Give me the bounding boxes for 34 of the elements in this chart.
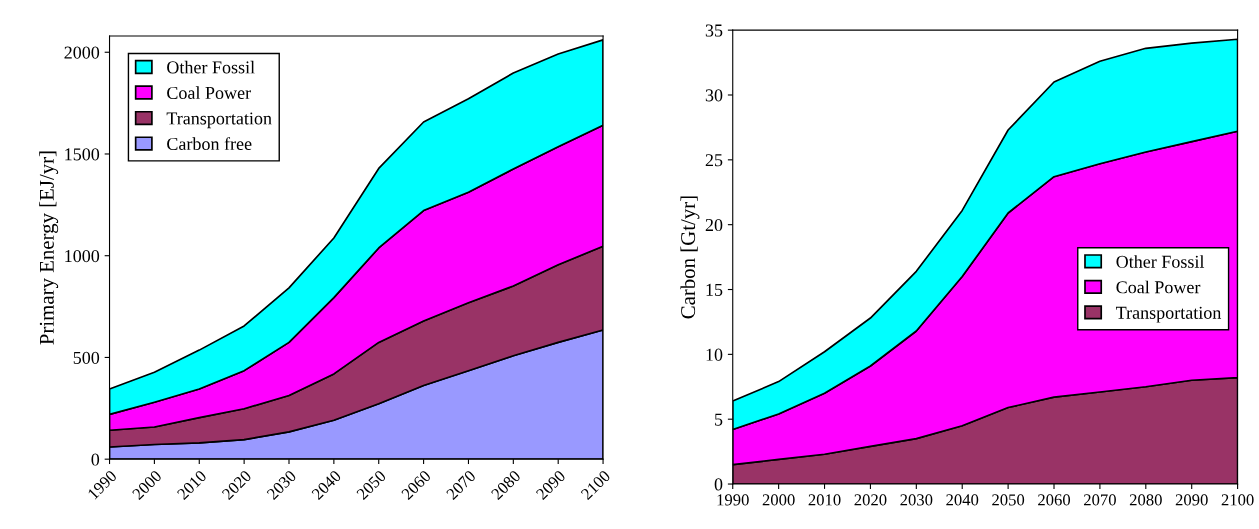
x-tick-label: 2090 bbox=[1175, 494, 1208, 506]
x-tick-label: 2100 bbox=[1221, 494, 1254, 506]
x-tick-label: 2010 bbox=[808, 494, 841, 506]
y-axis-title: Primary Energy [EJ/yr] bbox=[39, 151, 59, 345]
y-tick-label: 15 bbox=[706, 283, 723, 296]
legend-label: Other Fossil bbox=[167, 60, 255, 74]
x-tick-label: 2020 bbox=[854, 494, 887, 506]
x-tick-label: 2040 bbox=[946, 494, 979, 506]
x-tick-label: 2060 bbox=[1038, 494, 1071, 506]
legend-label: Coal Power bbox=[167, 86, 251, 100]
y-tick-label: 0 bbox=[714, 478, 723, 491]
y-tick-label: 10 bbox=[706, 348, 723, 361]
legend-label: Transportation bbox=[166, 112, 272, 129]
y-tick-label: 2000 bbox=[64, 46, 100, 59]
y-axis-title: Carbon [Gt/yr] bbox=[680, 196, 700, 319]
y-tick-label: 35 bbox=[705, 24, 723, 37]
x-tick-label: 2080 bbox=[1129, 494, 1162, 506]
legend-label: Other Fossil bbox=[1116, 255, 1205, 268]
y-tick-label: 30 bbox=[705, 89, 723, 102]
y-tick-label: 25 bbox=[705, 154, 723, 167]
x-tick-label: 2050 bbox=[992, 494, 1025, 506]
y-tick-label: 20 bbox=[705, 218, 723, 232]
x-tick-label: 1990 bbox=[717, 494, 749, 506]
legend-label: Transportation bbox=[1116, 306, 1222, 323]
y-tick-label: 500 bbox=[73, 351, 100, 364]
y-tick-label: 0 bbox=[91, 453, 100, 466]
x-tick-label: 2030 bbox=[900, 494, 933, 506]
x-tick-label: 2070 bbox=[1083, 494, 1116, 506]
y-tick-label: 1500 bbox=[65, 148, 100, 161]
legend-label: Coal Power bbox=[1116, 280, 1201, 294]
x-tick-label: 2000 bbox=[762, 494, 795, 506]
legend-label: Carbon free bbox=[167, 137, 252, 151]
y-tick-label: 1000 bbox=[65, 249, 100, 263]
y-tick-label: 5 bbox=[715, 413, 723, 426]
